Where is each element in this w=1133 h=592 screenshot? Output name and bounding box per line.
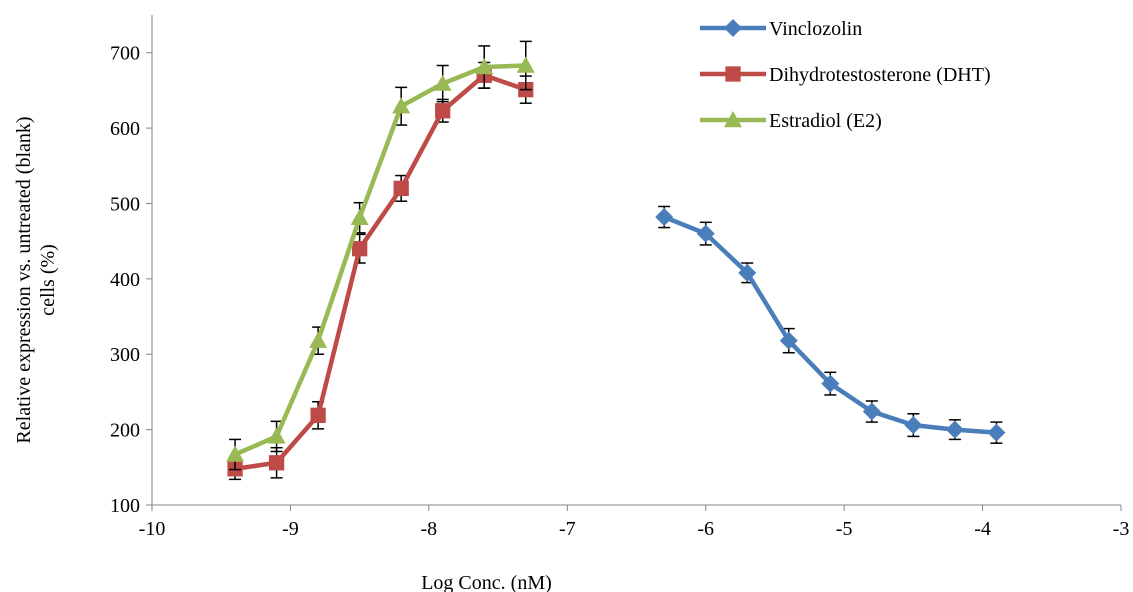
series-line (234, 63, 526, 457)
x-tick-label: -5 (836, 518, 853, 540)
x-tick-label: -9 (282, 518, 299, 540)
legend-label: Dihydrotestosterone (DHT) (769, 64, 991, 86)
data-point (351, 241, 368, 257)
legend-marker (725, 66, 741, 82)
legend-label: Vinclozolin (769, 18, 862, 40)
data-point (655, 208, 674, 227)
data-point (267, 427, 286, 444)
y-tick-label: 700 (110, 43, 140, 65)
series-diamond (655, 205, 1006, 444)
legend-label: Estradiol (E2) (769, 110, 882, 132)
data-point (779, 331, 798, 350)
data-point (475, 58, 494, 75)
x-tick-label: -10 (139, 518, 166, 540)
data-point (226, 445, 245, 462)
y-axis-label-line: Relative expression vs. untreated (blank… (13, 116, 35, 443)
y-tick-label: 300 (110, 344, 140, 366)
legend-marker (724, 19, 742, 37)
y-tick-label: 400 (110, 269, 140, 291)
data-point (821, 374, 840, 393)
legend-item: Estradiol (E2) (700, 110, 882, 132)
data-point (738, 263, 757, 282)
data-point (268, 455, 285, 471)
data-point (862, 402, 881, 421)
data-point (987, 423, 1006, 442)
x-tick-label: -4 (974, 518, 991, 540)
data-point (309, 331, 328, 348)
y-tick-label: 600 (110, 118, 140, 140)
legend-marker (724, 111, 742, 128)
series-square (227, 61, 534, 481)
series-triangle (226, 40, 535, 471)
x-axis-label: Log Conc. (nM) (421, 572, 552, 592)
x-tick-label: -3 (1113, 518, 1130, 540)
data-point (945, 420, 964, 439)
legend-item: Vinclozolin (700, 18, 862, 40)
series-line (663, 214, 997, 435)
data-point (350, 208, 369, 225)
y-axis-label-line: cells (%) (37, 244, 59, 316)
x-tick-label: -7 (559, 518, 576, 540)
x-tick-label: -8 (421, 518, 438, 540)
data-point (904, 416, 923, 435)
data-point (393, 180, 409, 197)
data-point (392, 97, 411, 114)
y-tick-label: 500 (110, 193, 140, 215)
y-tick-label: 100 (110, 495, 140, 517)
data-point (696, 224, 715, 243)
legend: Vinclozolin Dihydrotestosterone (DHT) Estr… (700, 18, 991, 132)
axes: 100 200 300 400 500 600 700 -10 -9 -8 -7 -6 -5 -4 -3 (110, 15, 1129, 540)
y-axis-label: Relative expression vs. untreated (blank… (13, 116, 59, 443)
series-line (234, 73, 527, 472)
series-layer (226, 40, 1006, 481)
data-point (435, 103, 451, 119)
x-tick-label: -6 (697, 518, 714, 540)
y-tick-label: 200 (110, 420, 140, 442)
data-point (310, 407, 326, 423)
legend-item: Dihydrotestosterone (DHT) (700, 64, 991, 86)
data-point (433, 74, 452, 91)
data-point (516, 56, 535, 73)
